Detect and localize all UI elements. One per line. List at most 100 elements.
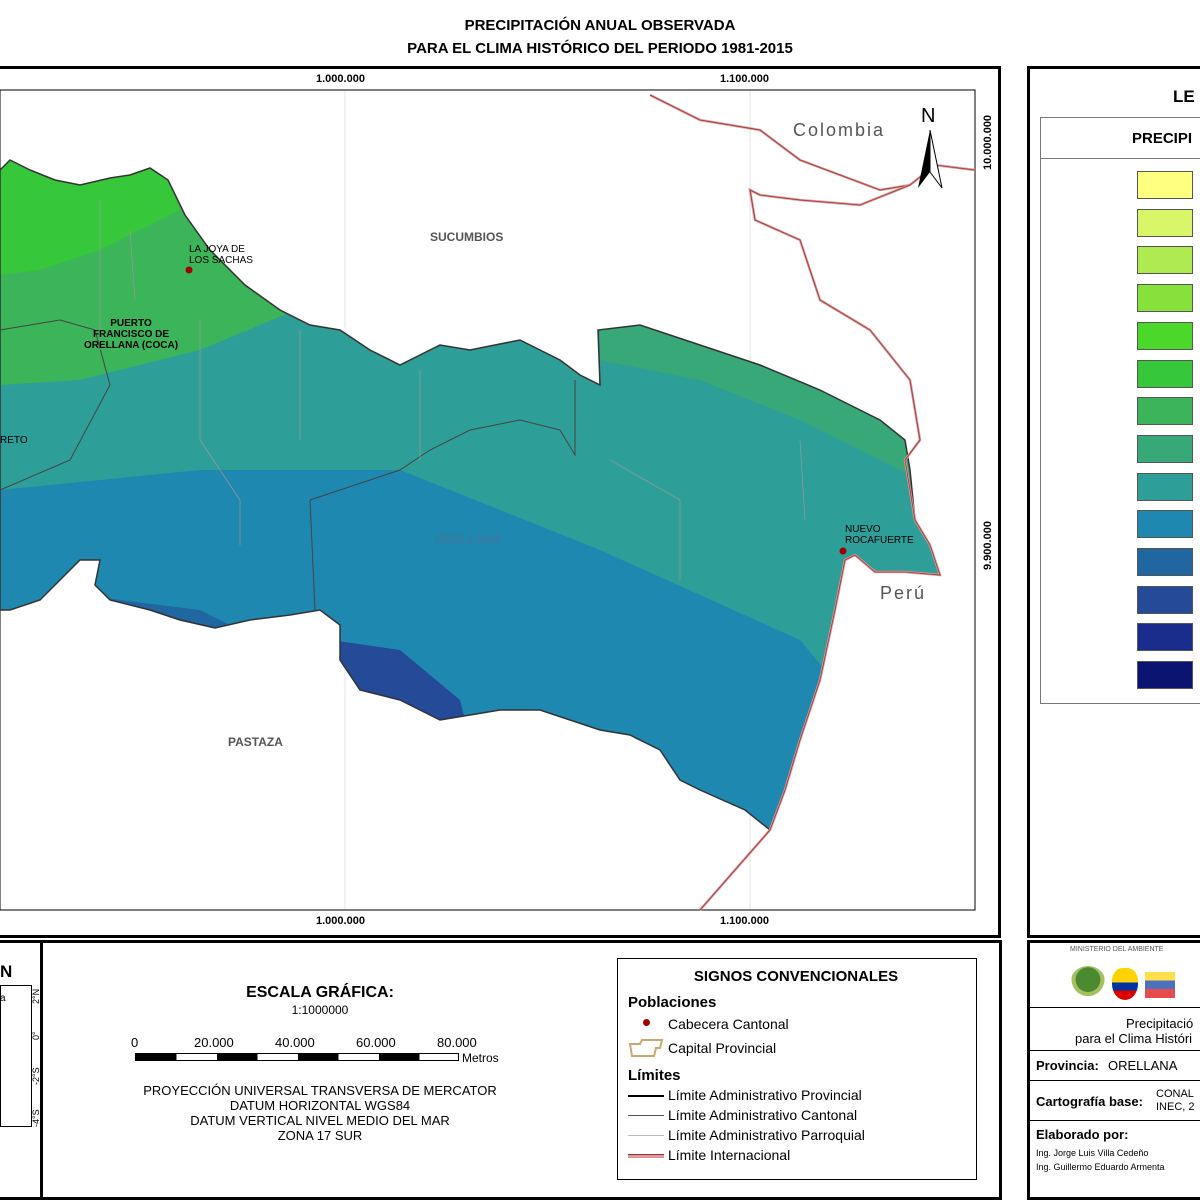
signs-capital: Capital Provincial (668, 1040, 777, 1056)
info-rule-4 (1030, 1120, 1200, 1121)
ministry-label: MINISTERIO DEL AMBIENTE (1070, 946, 1164, 953)
projection-line-3: DATUM VERTICAL NIVEL MEDIO DEL MAR (190, 1113, 450, 1128)
cartografia-line1: CONAL (1156, 1088, 1194, 1100)
legend-swatch (1137, 246, 1193, 275)
legend-swatch (1137, 510, 1193, 539)
cartografia-label: Cartografía base: (1036, 1094, 1143, 1109)
capital-symbol (628, 1039, 664, 1057)
rocafuerte-marker (839, 547, 847, 555)
legend-swatch (1137, 171, 1193, 199)
author-2: Ing. Guillermo Eduardo Armenta (1036, 1162, 1165, 1172)
map-title-line1: PRECIPITACIÓN ANUAL OBSERVADA (464, 17, 736, 34)
signs-cabecera: Cabecera Cantonal (668, 1016, 789, 1032)
cantonal-line (628, 1115, 664, 1116)
town-coca: PUERTO FRANCISCO DE ORELLANA (COCA) (76, 318, 186, 351)
legend-box (1040, 117, 1200, 704)
info-rule-1 (1030, 1007, 1200, 1008)
bottom-frame (40, 940, 1002, 1200)
inset-map (0, 985, 32, 1127)
town-rocafuerte: NUEVO ROCAFUERTE (845, 524, 914, 546)
town-joya-line1: LA JOYA DE (189, 244, 245, 255)
provincial-line (628, 1095, 664, 1097)
projection-line-1: PROYECCIÓN UNIVERSAL TRANSVERSA DE MERCA… (143, 1083, 497, 1098)
y-tick-1: 10.000.000 (982, 114, 994, 170)
legend-subheading: PRECIPI (1132, 130, 1193, 147)
north-label: N (921, 105, 936, 127)
signs-parroquial: Límite Administrativo Parroquial (668, 1127, 865, 1143)
y-tick-2: 9.900.000 (982, 521, 994, 570)
legend-subheading-rule (1040, 158, 1200, 159)
joya-marker (185, 266, 193, 274)
info-rule-3 (1030, 1080, 1200, 1081)
province-pastaza: PASTAZA (228, 735, 283, 749)
legend-swatch (1137, 397, 1193, 426)
legend-swatch (1137, 623, 1193, 652)
scale-tick-2: 40.000 (275, 1035, 315, 1050)
legend-swatch (1137, 434, 1193, 463)
info-frame (1027, 940, 1200, 1200)
legend-swatch (1137, 548, 1193, 576)
scale-ratio: 1:1000000 (291, 1003, 349, 1017)
legend-swatch (1137, 661, 1193, 690)
projection-line-4: ZONA 17 SUR (277, 1128, 363, 1143)
cartografia-line2: INEC, 2 (1156, 1101, 1195, 1113)
x-tick-top-1: 1.000.000 (316, 73, 365, 85)
country-colombia: Colombia (793, 120, 886, 140)
x-tick-bottom-1: 1.000.000 (316, 915, 365, 927)
provincia-value: ORELLANA (1108, 1058, 1178, 1073)
town-rocafuerte-line1: NUEVO (845, 524, 881, 535)
parroquial-line (628, 1135, 664, 1136)
province-sucumbios: SUCUMBIOS (430, 230, 504, 244)
country-peru: Perú (880, 583, 927, 603)
info-rule-2 (1030, 1050, 1200, 1051)
scale-title: ESCALA GRÁFICA: (246, 984, 394, 1001)
town-joya-line2: LOS SACHAS (189, 255, 253, 266)
ministry-logo-icon (1070, 966, 1106, 1000)
north-arrow-icon (918, 129, 943, 189)
gobierno-logo-icon (1145, 972, 1175, 998)
scale-bar (135, 1053, 459, 1061)
projection-line-2: DATUM HORIZONTAL WGS84 (229, 1098, 411, 1113)
town-coca-line2: FRANCISCO DE (92, 329, 170, 340)
signs-provincial: Límite Administrativo Provincial (668, 1087, 862, 1103)
town-coca-line3: ORELLANA (COCA) (83, 340, 179, 351)
province-orellana: ORELLANA (435, 532, 502, 546)
x-tick-bottom-2: 1.100.000 (720, 915, 769, 927)
legend-heading: LE (1173, 87, 1195, 106)
scale-tick-3: 60.000 (356, 1035, 396, 1050)
map-frame (0, 66, 1001, 938)
legend-swatch (1137, 208, 1193, 237)
legend-swatch (1137, 585, 1193, 614)
town-coca-line1: PUERTO (110, 318, 152, 329)
author-1: Ing. Jorge Luis Villa Cedeño (1036, 1148, 1149, 1158)
signs-title: SIGNOS CONVENCIONALES (693, 968, 899, 985)
internacional-line (628, 1154, 664, 1158)
inset-n-label: N (0, 962, 13, 981)
legend-swatch (1137, 321, 1193, 350)
signs-cantonal: Límite Administrativo Cantonal (668, 1107, 858, 1123)
signs-box (617, 958, 977, 1180)
signs-internacional: Límite Internacional (668, 1147, 791, 1163)
map-title-line2: PARA EL CLIMA HISTÓRICO DEL PERIODO 1981… (407, 40, 793, 57)
inset-text-a: a (0, 993, 6, 1004)
legend-swatch (1137, 472, 1193, 501)
scale-tick-4: 80.000 (437, 1035, 477, 1050)
scale-tick-1: 20.000 (194, 1035, 234, 1050)
town-loreto: RETO (0, 435, 28, 446)
legend-frame (1027, 66, 1200, 938)
scale-tick-0: 0 (131, 1035, 139, 1050)
signs-limites: Límites (628, 1067, 681, 1084)
cabecera-symbol (643, 1019, 650, 1026)
town-rocafuerte-line2: ROCAFUERTE (845, 535, 914, 546)
info-desc-line1: Precipitació (1126, 1016, 1194, 1031)
x-tick-top-2: 1.100.000 (720, 73, 769, 85)
projection-block: PROYECCIÓN UNIVERSAL TRANSVERSA DE MERCA… (100, 1083, 540, 1143)
provincia-label: Provincia: (1036, 1058, 1099, 1073)
legend-swatch (1137, 284, 1193, 313)
map-canvas (0, 89, 976, 911)
signs-poblaciones: Poblaciones (628, 994, 717, 1011)
elaborado-label: Elaborado por: (1036, 1127, 1129, 1142)
ecuador-seal-icon (1112, 968, 1138, 1000)
info-desc-line2: para el Clima Históri (1075, 1031, 1193, 1046)
scale-units: Metros (462, 1051, 499, 1065)
